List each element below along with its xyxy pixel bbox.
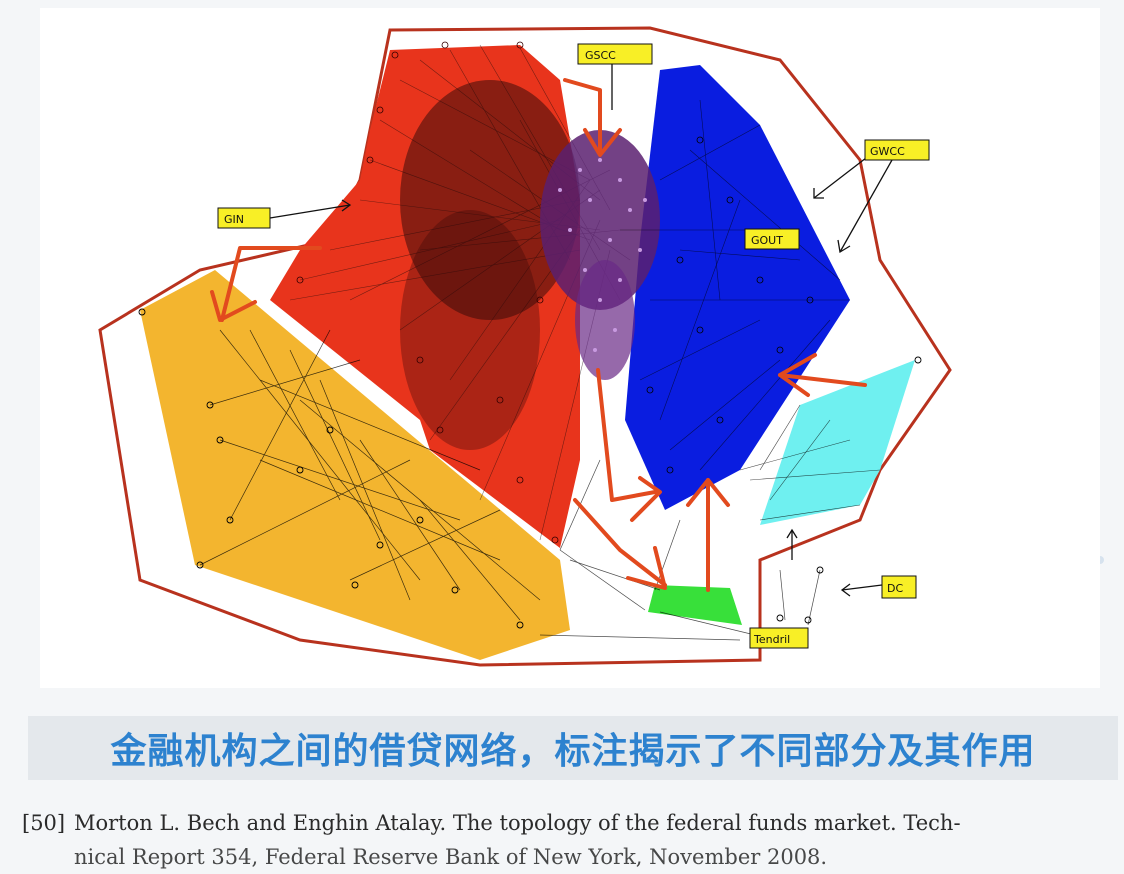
dc-nodes [776, 356, 922, 624]
gwcc-pointer-2 [839, 159, 893, 253]
gwcc-boundary [98, 26, 952, 667]
gout-nodes [646, 136, 814, 474]
flow-arrow-gin-yellow [220, 246, 322, 322]
flow-arrows [210, 78, 867, 592]
caption-bar: 金融机构之间的借贷网络，标注揭示了不同部分及其作用 [28, 716, 1118, 780]
gin-pointer [269, 204, 351, 219]
yellow-nodes [138, 308, 524, 629]
pointer-arrows [269, 62, 893, 597]
gscc-label: GSCC [577, 43, 653, 65]
dc-pointer [841, 584, 883, 591]
gin-nodes [296, 41, 559, 544]
svg-text:GSCC: GSCC [585, 49, 616, 62]
network-diagram: GSCC GWCC GIN GOUT DC Tendril [40, 8, 1100, 688]
svg-text:DC: DC [887, 582, 903, 595]
tendril-label: Tendril [749, 627, 809, 649]
flow-arrow-gscc-gout [596, 368, 657, 502]
svg-text:GIN: GIN [224, 213, 244, 226]
gwcc-pointer-1 [813, 157, 867, 199]
flow-arrow-cyan-gout [778, 373, 867, 387]
gscc-core-tail [575, 260, 635, 380]
reference-number: [50] [22, 811, 66, 835]
reference-line-1: Morton L. Bech and Enghin Atalay. The to… [74, 811, 961, 835]
cyan-region [760, 360, 915, 525]
caption-text: 金融机构之间的借贷网络，标注揭示了不同部分及其作用 [110, 731, 1036, 772]
reference-line-2: nical Report 354, Federal Reserve Bank o… [74, 845, 828, 869]
gout-region [625, 65, 850, 510]
dense-edge-cloud [400, 210, 540, 450]
dc-label: DC [881, 575, 917, 599]
gin-label: GIN [217, 207, 271, 229]
svg-text:GWCC: GWCC [870, 145, 905, 158]
gscc-core [540, 130, 660, 310]
svg-text:Tendril: Tendril [753, 633, 790, 646]
svg-text:GOUT: GOUT [751, 234, 783, 247]
flow-arrow-into-gscc [563, 78, 602, 152]
edge-bundle-yellow [199, 329, 541, 621]
reference-citation: [50] Morton L. Bech and Enghin Atalay. Th… [22, 806, 1102, 874]
dense-edge-cloud [400, 80, 580, 320]
edge-bundle-gout [620, 99, 850, 471]
edge-bundle-cyan [739, 404, 881, 521]
gscc-nodes [558, 158, 647, 352]
flow-arrow-to-tendril [573, 498, 667, 587]
gwcc-label: GWCC [864, 139, 930, 161]
gout-label: GOUT [744, 228, 800, 250]
